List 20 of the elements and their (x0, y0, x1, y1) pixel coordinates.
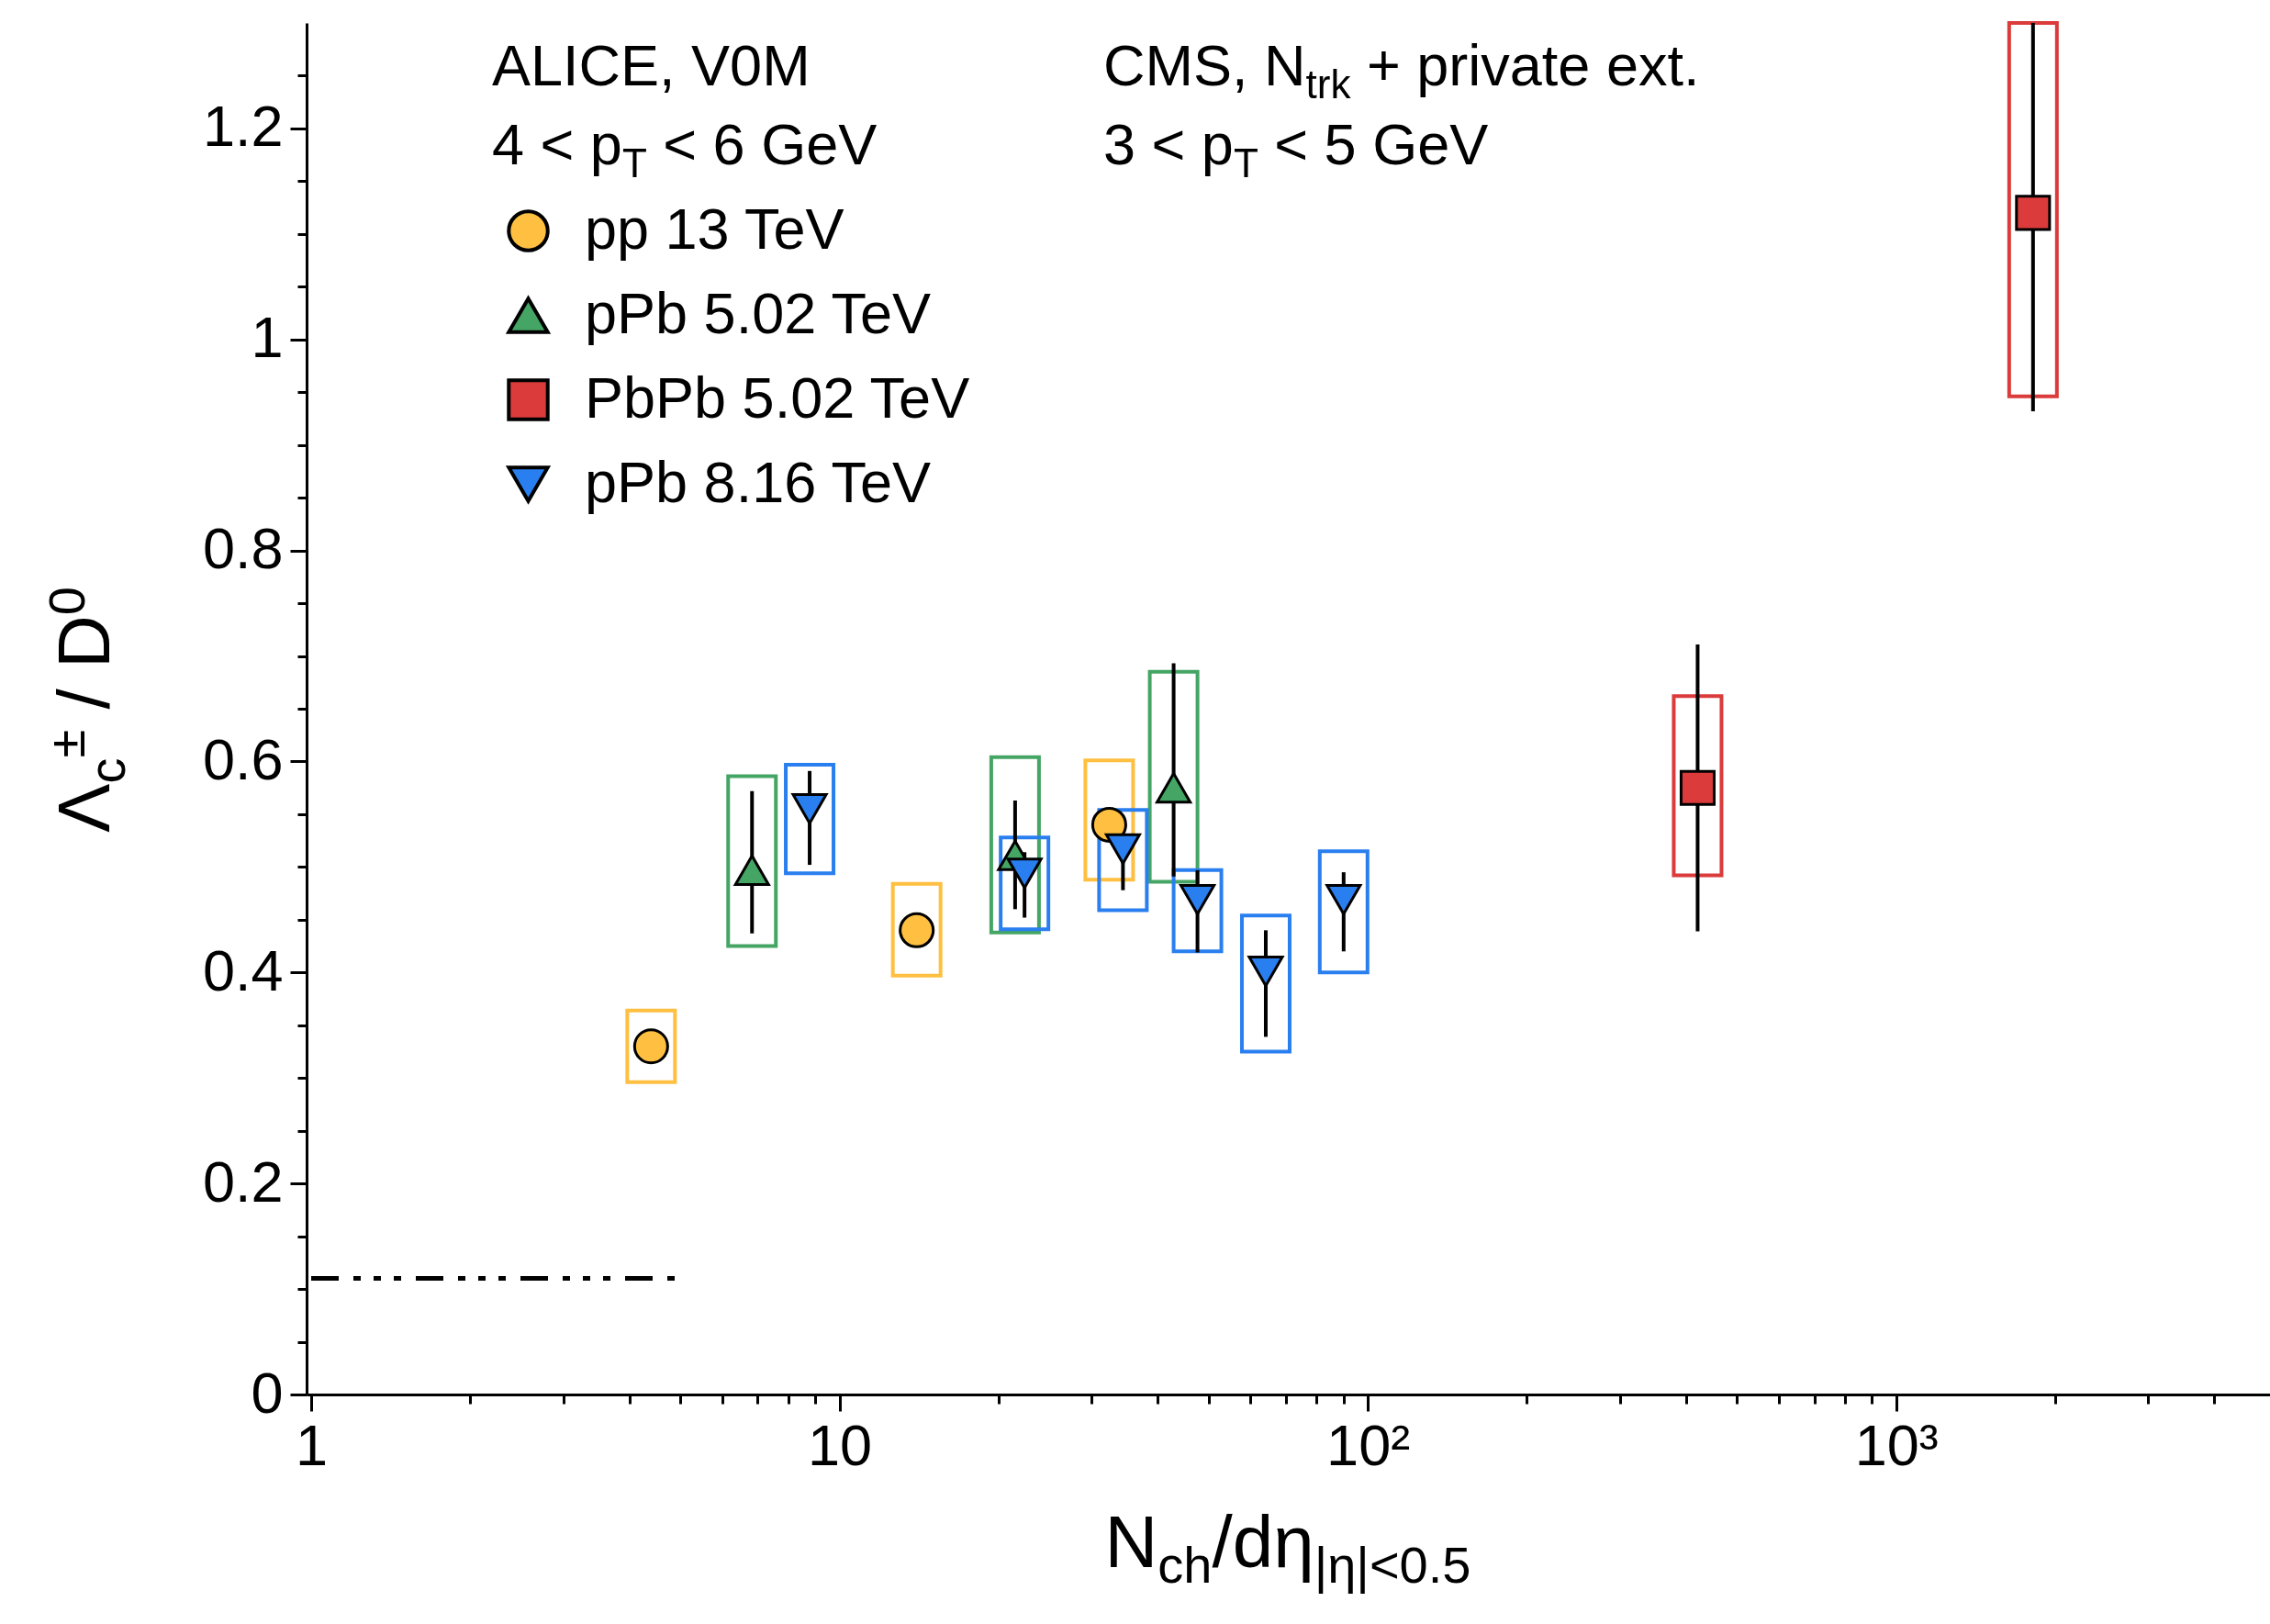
y-tick-label: 0.8 (202, 516, 284, 581)
x-tick-label: 10³ (1854, 1412, 1939, 1477)
x-tick-label: 1 (295, 1412, 329, 1477)
legend-label: pp 13 TeV (585, 196, 844, 261)
annotation: CMS, N$_{trk}$ + private ext. (1103, 33, 1700, 106)
x-tick-label: 10² (1326, 1412, 1411, 1477)
x-tick-label: 10 (808, 1412, 873, 1477)
legend-label: PbPb 5.02 TeV (585, 364, 970, 430)
y-tick-label: 0.4 (202, 937, 284, 1002)
y-tick-label: 0 (251, 1360, 284, 1425)
annotation: 4 < p$_{T}$ < 6 GeV (492, 112, 878, 185)
legend-label: pPb 8.16 TeV (585, 449, 932, 514)
y-tick-label: 0.6 (202, 726, 284, 791)
legend-label: pPb 5.02 TeV (585, 280, 932, 345)
y-tick-label: 1 (251, 305, 284, 370)
x-axis-title: N$_{ch}$/dη$_{|η|<0.5}$ (1104, 1501, 1471, 1594)
annotation: 3 < p$_{T}$ < 5 GeV (1103, 112, 1489, 185)
y-tick-label: 1.2 (202, 94, 284, 159)
y-tick-label: 0.2 (202, 1148, 284, 1214)
annotation: ALICE, V0M (492, 33, 811, 97)
